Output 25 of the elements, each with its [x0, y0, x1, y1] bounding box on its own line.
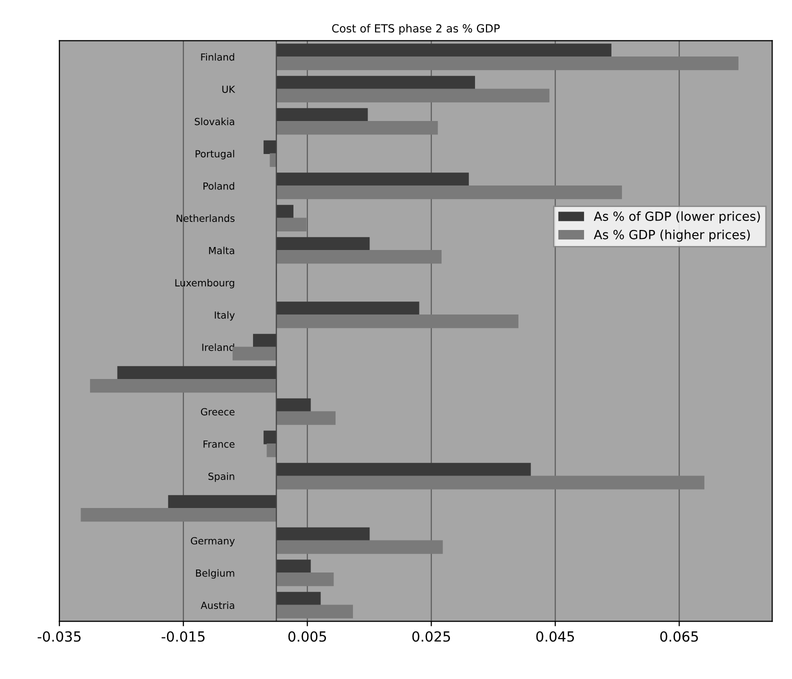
x-tick-label: -0.015 [162, 631, 205, 642]
y-tick-label: Netherlands [176, 214, 235, 222]
y-tick-label: Finland [201, 53, 234, 61]
y-tick-label: Ireland [202, 343, 234, 351]
y-tick-label: Spain [208, 472, 234, 482]
x-tick-label: -0.035 [38, 631, 81, 642]
y-tick-label: France [204, 440, 234, 448]
y-tick-label: Austria [200, 601, 234, 609]
x-tick-label: 0.025 [412, 631, 450, 642]
chart-title: Cost of ETS phase 2 as % GDP [332, 24, 500, 35]
y-tick-label: Portugal [196, 150, 234, 160]
y-tick-label: Germany [190, 537, 235, 546]
x-tick-label: 0.005 [288, 631, 326, 642]
x-tick-label: 0.045 [536, 631, 574, 642]
x-tick-label: 0.065 [660, 631, 698, 642]
y-tick-label: Greece [200, 408, 234, 416]
y-tick-label: Luxembourg [175, 278, 234, 288]
y-tick-label: Malta [209, 246, 234, 254]
y-tick-label: Slovakia [194, 118, 234, 126]
legend-label: As % GDP (higher prices) [594, 230, 750, 242]
y-tick-label: UK [222, 86, 236, 93]
y-tick-label: Poland [204, 182, 234, 190]
legend-label: As % of GDP (lower prices) [594, 211, 760, 224]
y-tick-label: Belgium [196, 569, 234, 579]
y-tick-label: Italy [214, 311, 235, 321]
